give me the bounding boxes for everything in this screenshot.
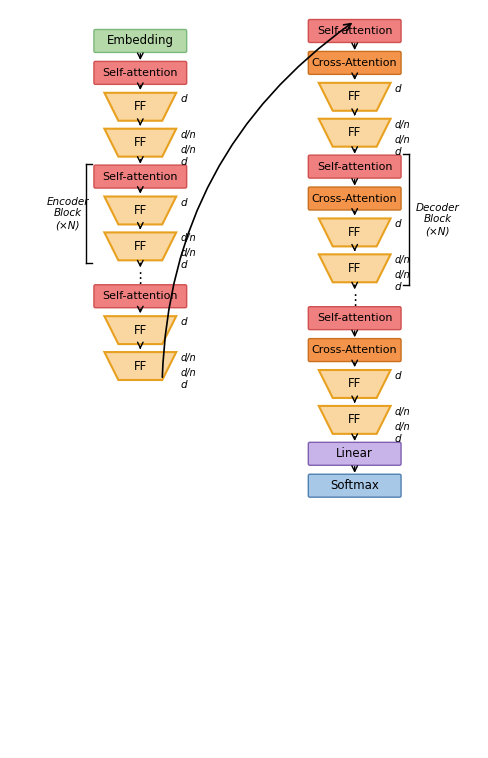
Text: Decoder
Block
(×N): Decoder Block (×N) [416,203,459,236]
Text: FF: FF [348,90,361,103]
Text: Self-attention: Self-attention [102,171,178,182]
FancyBboxPatch shape [308,155,401,178]
Text: d/n: d/n [395,120,410,130]
FancyArrowPatch shape [163,23,351,377]
Text: Embedding: Embedding [107,34,174,48]
Text: Self-attention: Self-attention [317,161,392,171]
Text: FF: FF [134,324,147,337]
Text: Cross-Attention: Cross-Attention [312,58,398,68]
Text: Self-attention: Self-attention [317,26,392,36]
Polygon shape [104,233,176,260]
Polygon shape [104,129,176,157]
Text: d: d [180,94,187,104]
Text: d: d [180,260,187,271]
FancyBboxPatch shape [308,339,401,362]
Text: d/n: d/n [180,130,196,139]
Text: FF: FF [134,240,147,253]
Text: FF: FF [134,136,147,149]
Text: d: d [395,84,401,94]
Text: d: d [395,371,401,381]
FancyBboxPatch shape [308,52,401,74]
Polygon shape [104,352,176,380]
Text: d: d [395,434,401,444]
FancyBboxPatch shape [94,61,187,84]
Text: d: d [395,282,401,293]
Text: d: d [180,157,187,167]
Text: Linear: Linear [336,447,373,460]
Text: d/n: d/n [180,368,196,378]
Text: d/n: d/n [395,407,410,417]
Text: FF: FF [348,377,361,390]
Text: Softmax: Softmax [330,479,379,492]
FancyBboxPatch shape [308,307,401,330]
Text: d/n: d/n [395,422,410,432]
Polygon shape [319,255,390,282]
Text: FF: FF [134,100,147,113]
FancyBboxPatch shape [94,30,187,52]
FancyBboxPatch shape [94,165,187,188]
Polygon shape [319,370,390,398]
Text: FF: FF [348,226,361,239]
FancyBboxPatch shape [308,443,401,465]
Text: d/n: d/n [395,271,410,280]
Polygon shape [104,92,176,121]
Polygon shape [104,316,176,344]
Text: FF: FF [134,204,147,217]
Text: d/n: d/n [180,233,196,243]
Text: ⋮: ⋮ [133,271,148,286]
Text: Self-attention: Self-attention [102,68,178,78]
Text: FF: FF [348,126,361,139]
Text: d: d [395,146,401,157]
Text: FF: FF [134,359,147,372]
Text: d: d [395,220,401,230]
Text: Self-attention: Self-attention [317,313,392,323]
Text: d: d [180,380,187,390]
Polygon shape [319,406,390,434]
Polygon shape [319,83,390,111]
Text: FF: FF [348,262,361,275]
Text: Cross-Attention: Cross-Attention [312,345,398,355]
FancyBboxPatch shape [308,20,401,42]
Text: d/n: d/n [180,249,196,258]
Text: FF: FF [348,413,361,427]
Polygon shape [319,218,390,246]
Polygon shape [104,196,176,224]
Text: ⋮: ⋮ [347,293,362,308]
Polygon shape [319,119,390,146]
FancyBboxPatch shape [308,475,401,497]
Text: d/n: d/n [395,135,410,145]
Text: d: d [180,198,187,208]
Text: d/n: d/n [180,145,196,155]
Text: d: d [180,317,187,327]
Text: Self-attention: Self-attention [102,291,178,301]
Text: d/n: d/n [395,255,410,265]
FancyBboxPatch shape [94,285,187,308]
Text: Encoder
Block
(×N): Encoder Block (×N) [46,197,89,230]
FancyBboxPatch shape [308,187,401,210]
Text: Cross-Attention: Cross-Attention [312,193,398,203]
Text: d/n: d/n [180,353,196,363]
